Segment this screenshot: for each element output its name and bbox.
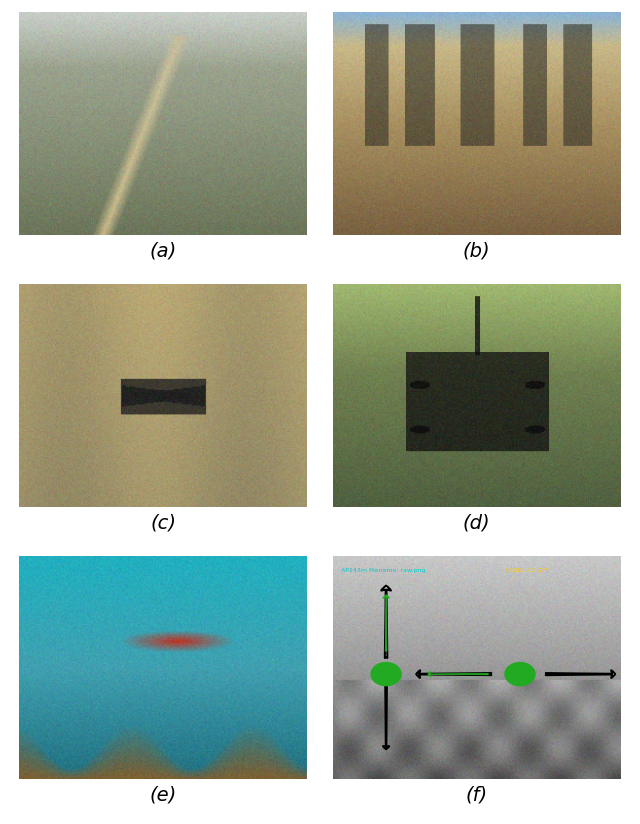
Circle shape — [371, 662, 401, 686]
Text: (a): (a) — [150, 241, 177, 261]
Text: LABEL:RSIG:7: LABEL:RSIG:7 — [506, 568, 548, 573]
Text: (c): (c) — [150, 513, 176, 533]
Text: (e): (e) — [150, 785, 177, 805]
Text: (f): (f) — [466, 785, 488, 805]
Circle shape — [505, 662, 535, 686]
Text: (b): (b) — [463, 241, 491, 261]
Text: (d): (d) — [463, 513, 491, 533]
Text: AP243m filename: raw.png: AP243m filename: raw.png — [342, 568, 426, 573]
